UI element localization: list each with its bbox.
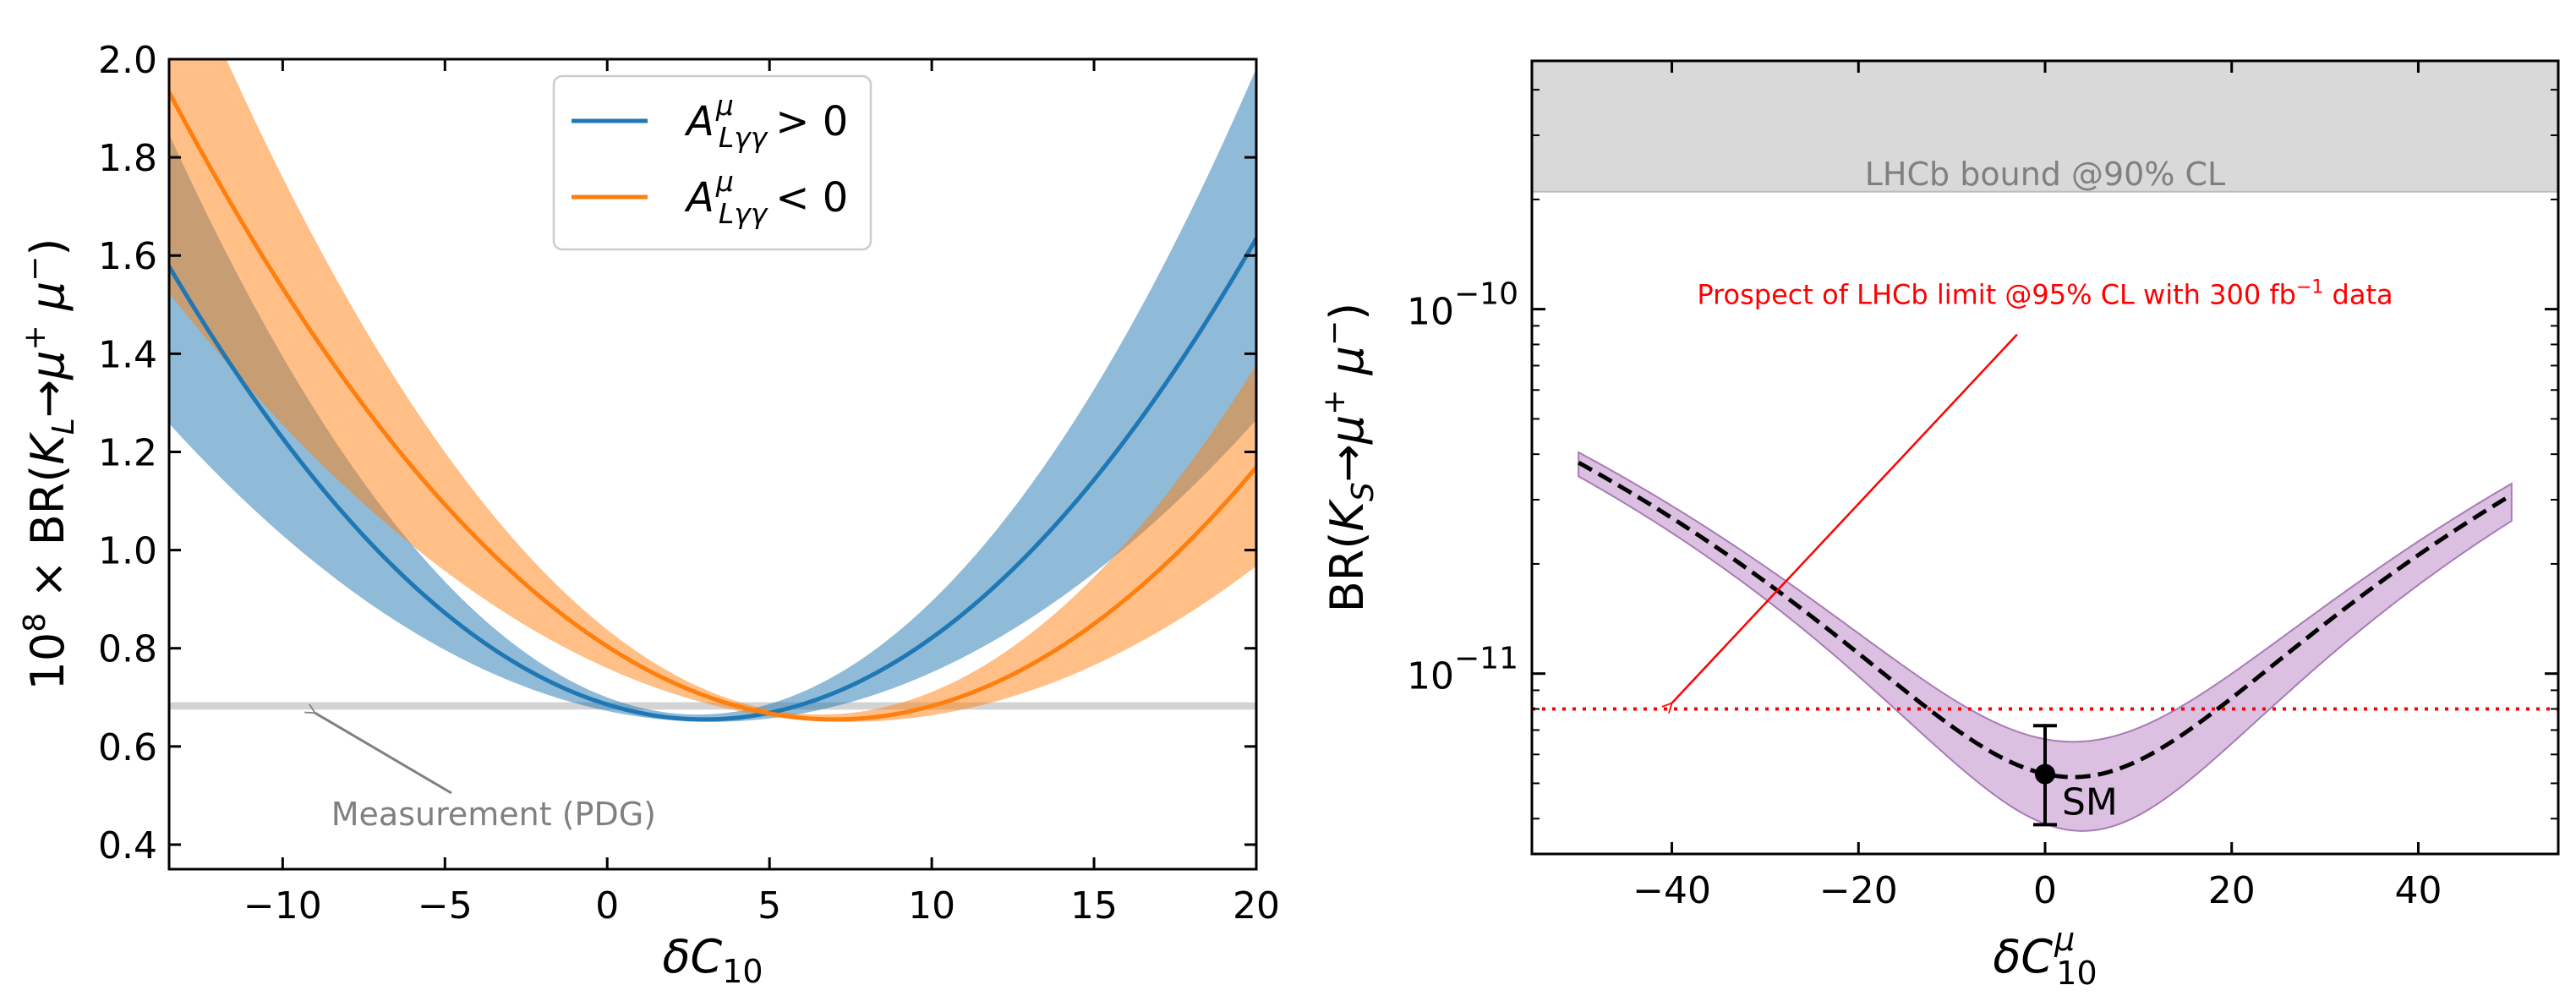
left-plot-frame — [167, 57, 1258, 871]
left-y-tick-label: 2.0 — [98, 39, 157, 82]
series-line-positive — [169, 237, 1256, 722]
measurement-band — [169, 702, 1256, 710]
series-band-negative — [169, 59, 1256, 722]
right-y-ticks: 10−11 10−10 — [1407, 89, 2558, 820]
left-x-axis-title: δC10 — [662, 930, 763, 990]
measurement-annotation: Measurement (PDG) — [331, 796, 656, 833]
lhcb-bound-band — [1532, 61, 2558, 192]
left-y-tick-label: 1.2 — [98, 431, 157, 474]
left-x-tick-label: 5 — [757, 884, 781, 928]
left-x-tick-label: 10 — [908, 884, 955, 928]
right-x-tick-label: 0 — [2033, 869, 2057, 912]
sm-label: SM — [2062, 781, 2118, 824]
series-line-negative — [169, 90, 1256, 722]
right-x-tick-label: 20 — [2208, 869, 2256, 912]
legend-label-negative: Aμ Lγγ < 0 — [684, 165, 848, 230]
legend-label-positive: Aμ Lγγ > 0 — [684, 89, 848, 154]
left-x-tick-label: −5 — [418, 884, 473, 928]
left-y-ticks: 0.4 0.6 0.8 1.0 1.2 1.4 1.6 1.8 2.0 — [98, 39, 1256, 867]
left-x-tick-label: −10 — [243, 884, 322, 928]
left-y-tick-label: 0.6 — [98, 726, 157, 769]
left-x-tick-label: 20 — [1233, 884, 1280, 928]
right-panel: LHCb bound @90% CL Prospect of LHCb limi… — [1317, 59, 2560, 992]
left-y-axis-title: 108 × BR(KL→μ+ μ−) — [18, 238, 81, 691]
right-y-axis-title: BR(KS→μ+ μ−) — [1317, 303, 1381, 612]
left-x-tick-label: 15 — [1070, 884, 1118, 928]
prediction-line — [1577, 460, 2513, 780]
series-band-positive — [169, 68, 1256, 722]
left-panel: −10 −5 0 5 10 15 20 0.4 0.6 0.8 1.0 1.2 1.4 1.6 1.8 2.… — [18, 39, 1280, 990]
left-x-tick-label: 0 — [595, 884, 619, 928]
right-y-tick-label: 10−10 — [1407, 277, 1518, 334]
right-y-tick-label: 10−11 — [1407, 642, 1518, 698]
right-x-tick-label: −20 — [1819, 869, 1898, 912]
left-y-tick-label: 0.4 — [98, 824, 157, 867]
right-x-ticks: −40 −20 0 20 40 — [1633, 61, 2442, 912]
left-y-tick-label: 0.8 — [98, 628, 157, 671]
left-y-tick-label: 1.8 — [98, 137, 157, 180]
right-x-tick-label: −40 — [1633, 869, 1711, 912]
measurement-arrow — [315, 713, 452, 795]
right-x-tick-label: 40 — [2394, 869, 2442, 912]
left-x-ticks: −10 −5 0 5 10 15 20 — [243, 59, 1280, 928]
right-x-axis-title: δCμ 10 — [1993, 921, 2097, 992]
prospect-label: Prospect of LHCb limit @95% CL with 300 … — [1697, 277, 2393, 311]
lhcb-bound-label: LHCb bound @90% CL — [1865, 156, 2225, 193]
left-y-tick-label: 1.4 — [98, 333, 157, 376]
left-y-tick-label: 1.6 — [98, 235, 157, 278]
prospect-arrow — [1672, 333, 2018, 703]
sm-point — [2035, 763, 2055, 785]
left-y-tick-label: 1.0 — [98, 530, 157, 573]
left-legend: Aμ Lγγ > 0 Aμ Lγγ < 0 — [552, 74, 872, 251]
